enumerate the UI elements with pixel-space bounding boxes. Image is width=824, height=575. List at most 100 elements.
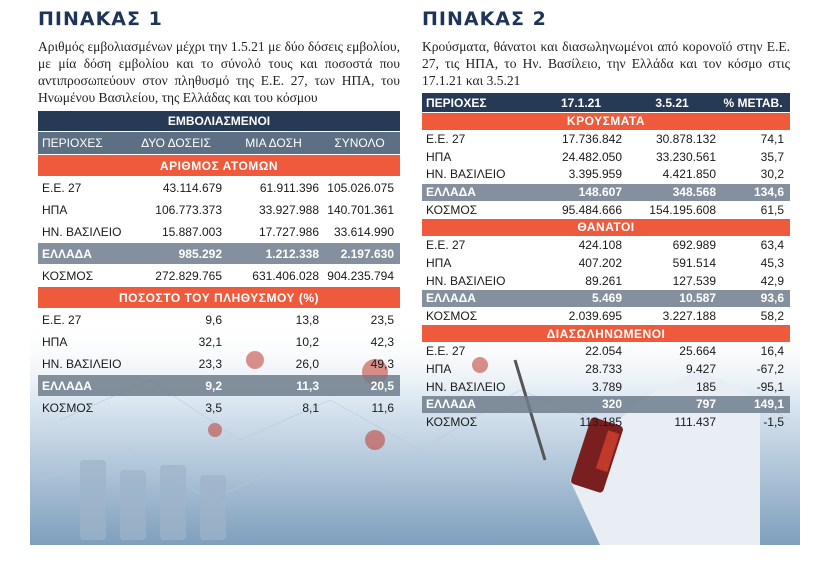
cell: 134,6 [753,185,784,199]
cell: -1,5 [763,414,784,429]
cell: 45,3 [760,255,784,270]
data-row: ΚΟΣΜΟΣ 2.039.695 3.227.188 58,2 [422,307,790,324]
cell: 43.114.679 [162,180,222,195]
cell: 23,3 [198,356,222,371]
cell: 185 [695,379,716,394]
cell: 3,5 [205,400,222,415]
cell: 58,2 [760,308,784,323]
cell: 1.212.338 [265,246,319,261]
cell: 30.878.132 [655,132,716,147]
data-row: ΗΝ. ΒΑΣΙΛΕΙΟ 15.887.003 17.727.986 33.614.9… [38,221,400,242]
cell: 49,3 [370,356,394,371]
data-row: ΗΝ. ΒΑΣΙΛΕΙΟ 3.395.959 4.421.850 30,2 [422,166,790,183]
data-row: ΗΠΑ 32,1 10,2 42,3 [38,331,400,352]
row-label: ΚΟΣΜΟΣ [426,308,478,323]
data-row: ΕΛΛΑΔΑ 320 797 149,1 [422,395,790,413]
row-label: ΚΟΣΜΟΣ [426,202,478,217]
cell: 11,6 [371,400,394,415]
cell: 16,4 [760,344,784,359]
cell: % ΜΕΤΑΒ. [723,95,783,110]
cell: 17.727.986 [258,224,319,239]
data-row: ΚΟΣΜΟΣ 95.484.666 154.195.608 61,5 [422,201,790,218]
cell: 2.039.695 [568,308,622,323]
cell: 591.514 [672,255,716,270]
data-row: ΗΠΑ 28.733 9.427 -67,2 [422,361,790,378]
cell: 25.664 [679,344,716,359]
section-header: ΠΟΣΟΣΤΟ ΤΟΥ ΠΛΗΘΥΣΜΟΥ (%) [38,287,400,308]
table-title: ΠΙΝΑΚΑΣ 2 [422,8,547,30]
cell: ΜΙΑ ΔΟΣΗ [245,136,302,150]
cell: 63,4 [760,238,784,253]
cell: 3.395.959 [568,167,622,182]
section-header-text: ΔΙΑΣΩΛΗΝΩΜΕΝΟΙ [546,326,666,341]
row-label: ΗΠΑ [426,362,452,376]
column-header: ΠΕΡΙΟΧΕΣ ΔΥΟ ΔΟΣΕΙΣ ΜΙΑ ΔΟΣΗ ΣΥΝΟΛΟ [38,132,400,154]
cell: 74,1 [760,132,784,147]
data-row: Ε.Ε. 27 43.114.679 61.911.396 105.026.075 [38,177,400,198]
cell: 797 [695,397,716,412]
row-label: ΗΝ. ΒΑΣΙΛΕΙΟ [426,167,506,182]
cell: 127.539 [672,273,716,288]
cell: 11,3 [296,378,319,393]
cell: 89.261 [585,273,622,288]
cell: 15.887.003 [161,224,222,239]
cell: 9.427 [685,362,716,376]
cell: 17.1.21 [560,95,602,110]
row-label: ΗΝ. ΒΑΣΙΛΕΙΟ [426,379,506,394]
data-row: ΕΛΛΑΔΑ 985.292 1.212.338 2.197.630 [38,243,400,264]
cell: 904.235.794 [327,268,394,283]
cell: 20,5 [370,378,394,393]
cell: 9,6 [205,312,222,327]
cell: 8,1 [302,400,319,415]
cell: 42,9 [760,273,784,288]
row-label: ΗΝ. ΒΑΣΙΛΕΙΟ [426,273,506,288]
cell: 24.482.050 [561,149,622,164]
group-header-text: ΕΜΒΟΛΙΑΣΜΕΝΟΙ [167,114,271,128]
data-row: ΗΝ. ΒΑΣΙΛΕΙΟ 89.261 127.539 42,9 [422,272,790,289]
row-label: ΕΛΛΑΔΑ [426,185,476,199]
row-label: ΗΠΑ [42,334,68,349]
cell: 26,0 [295,356,319,371]
table-title: ΠΙΝΑΚΑΣ 1 [38,8,163,30]
row-label: ΕΛΛΑΔΑ [42,246,92,261]
row-label: ΕΛΛΑΔΑ [426,397,476,412]
cell: 95.484.666 [561,202,622,217]
row-label: Ε.Ε. 27 [426,238,466,253]
cell: 10,2 [295,334,319,349]
cell: 154.195.608 [649,202,716,217]
data-row: Ε.Ε. 27 424.108 692.989 63,4 [422,237,790,254]
cell: 35,7 [760,149,784,164]
section-header: ΚΡΟΥΣΜΑΤΑ [422,112,790,131]
cell: 28.733 [585,362,622,376]
row-label: Ε.Ε. 27 [42,180,82,195]
data-row: ΗΠΑ 407.202 591.514 45,3 [422,254,790,271]
cell: 113.185 [579,414,623,429]
data-row: ΕΛΛΑΔΑ 5.469 10.587 93,6 [422,289,790,307]
cell: -95,1 [756,379,784,394]
section-header-text: ΑΡΙΘΜΟΣ ΑΤΟΜΩΝ [159,158,279,173]
cell: 30,2 [760,167,784,182]
row-label: ΠΕΡΙΟΧΕΣ [426,95,487,110]
cell: 23,5 [370,312,394,327]
cell: 33.927.988 [258,202,319,217]
cell: 33.230.561 [655,149,716,164]
row-label: ΗΠΑ [426,255,452,270]
data-row: ΗΠΑ 106.773.373 33.927.988 140.701.361 [38,199,400,220]
cell: ΔΥΟ ΔΟΣΕΙΣ [141,136,211,150]
cell: 2.197.630 [340,246,394,261]
cell: 407.202 [578,255,622,270]
data-row: ΕΛΛΑΔΑ 148.607 348.568 134,6 [422,183,790,201]
row-label: ΠΕΡΙΟΧΕΣ [42,136,103,150]
data-row: ΕΛΛΑΔΑ 9,2 11,3 20,5 [38,375,400,396]
cell: 148.607 [578,185,622,199]
cell: 5.469 [591,291,622,306]
data-row: ΚΟΣΜΟΣ 272.829.765 631.406.028 904.235.794 [38,265,400,286]
section-header: ΔΙΑΣΩΛΗΝΩΜΕΝΟΙ [422,324,790,343]
cell: 32,1 [198,334,222,349]
row-label: ΚΟΣΜΟΣ [42,400,94,415]
data-row: ΚΟΣΜΟΣ 113.185 111.437 -1,5 [422,413,790,430]
table-caption: Κρούσματα, θάνατοι και διασωληνωμένοι απ… [422,39,790,88]
cell: 631.406.028 [252,268,319,283]
cell: ΣΥΝΟΛΟ [334,136,385,150]
